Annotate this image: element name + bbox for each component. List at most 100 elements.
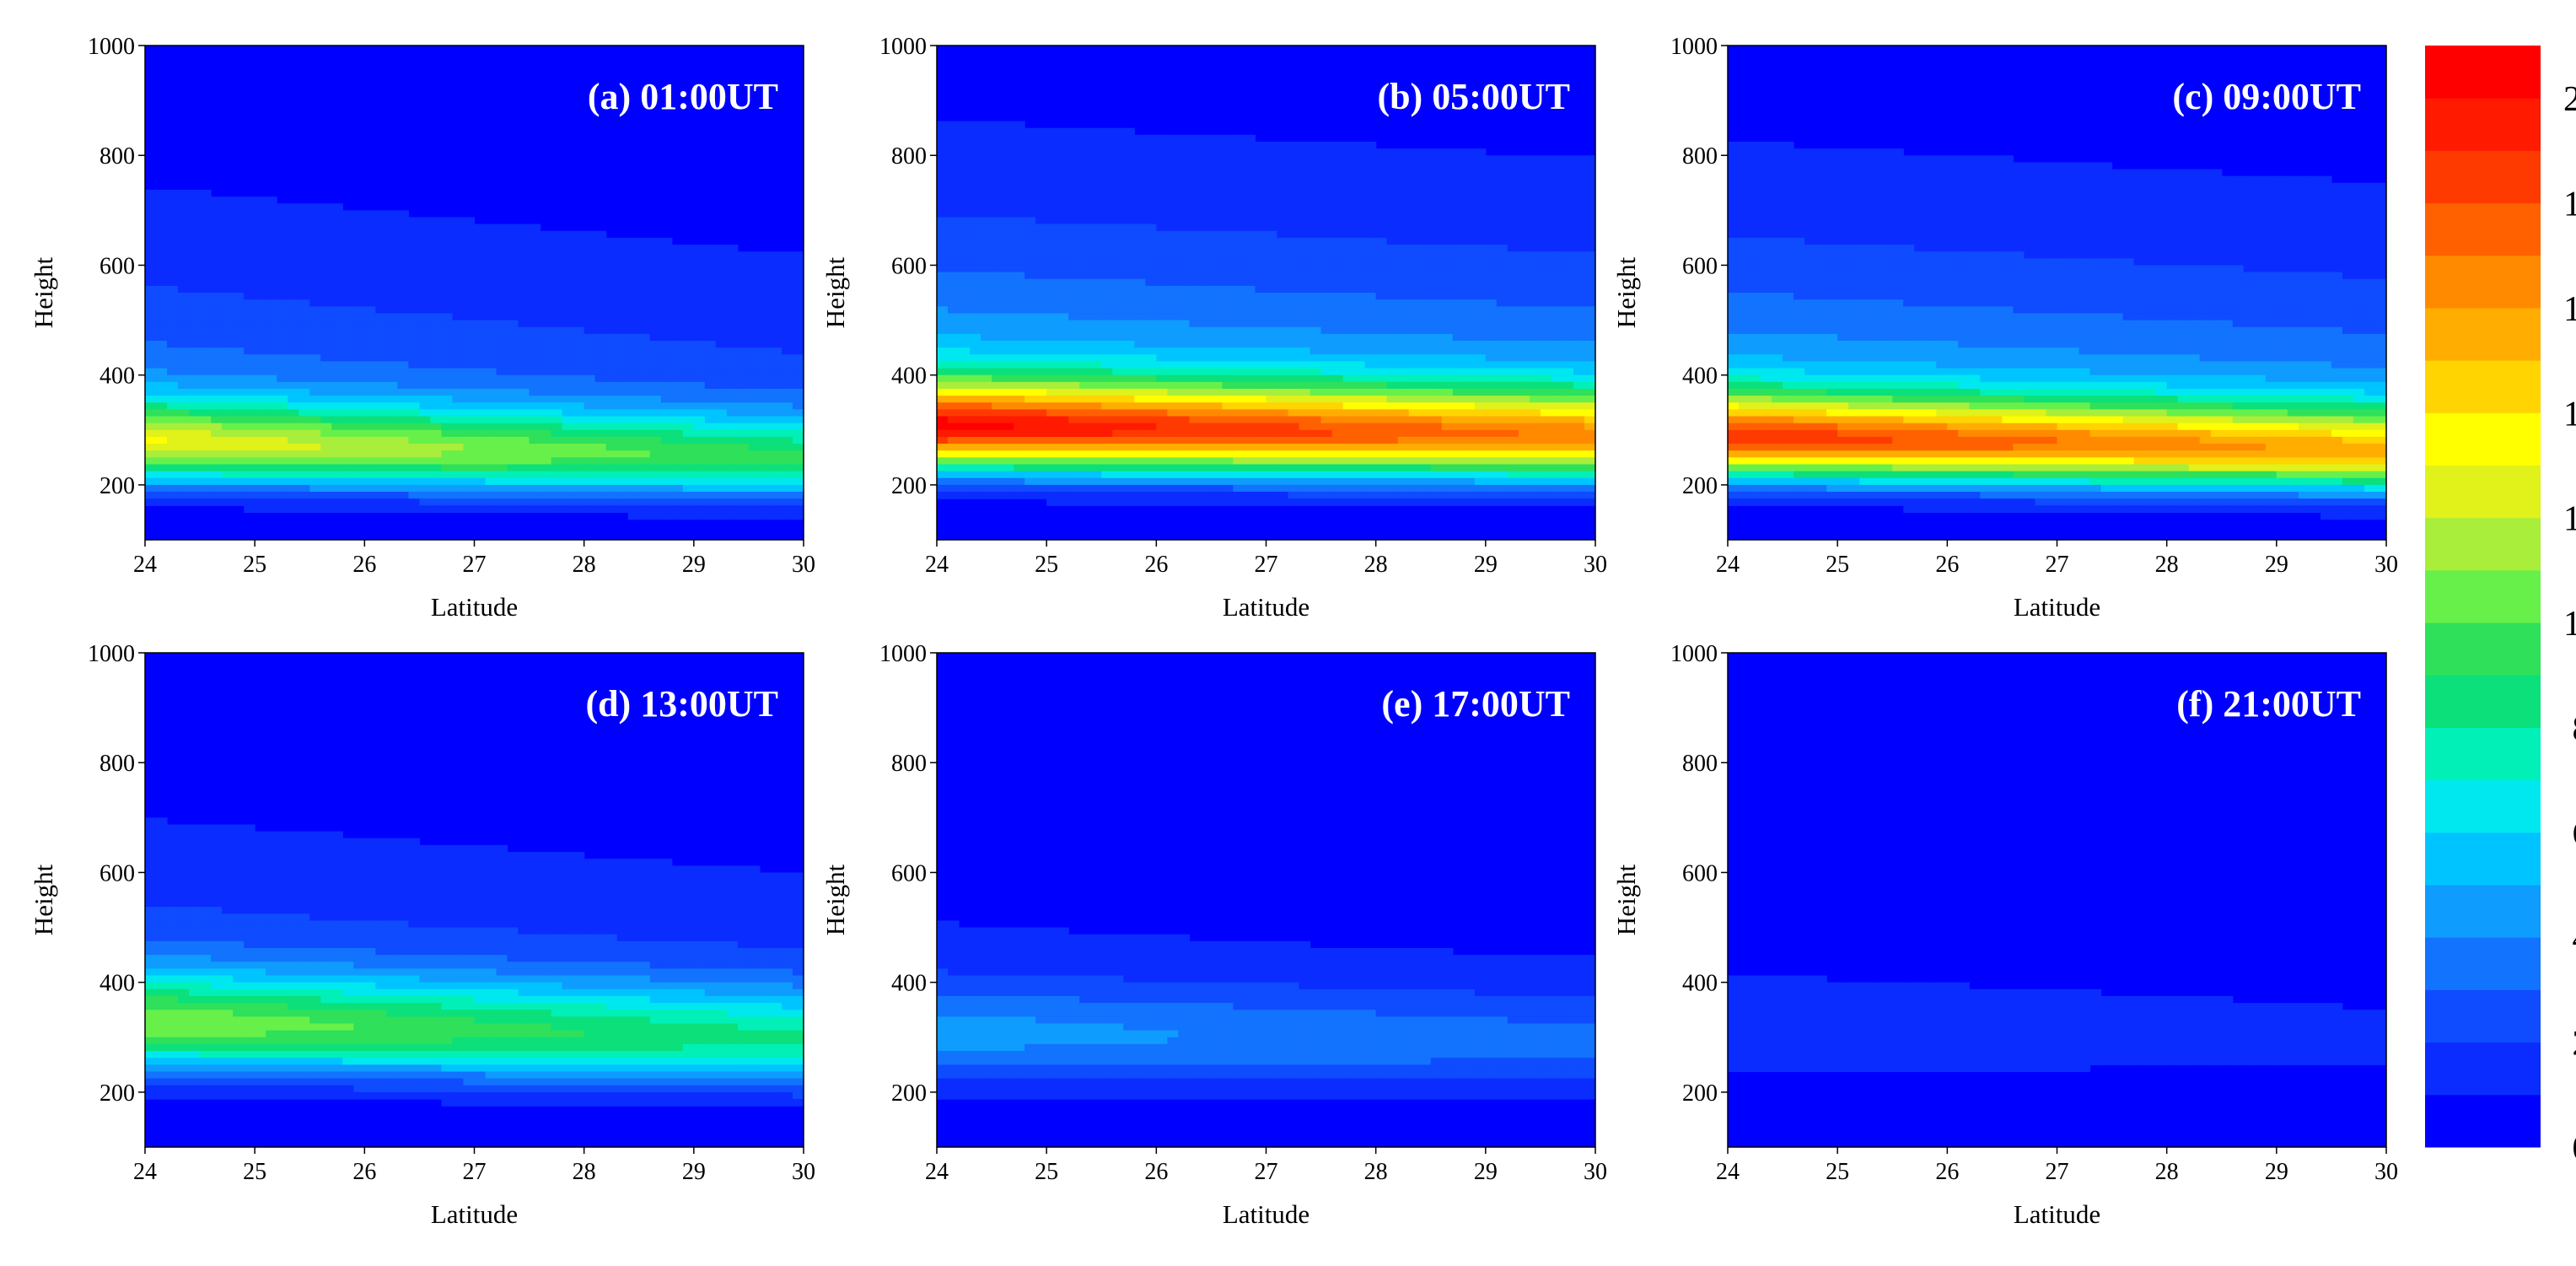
x-tick-label: 24	[133, 552, 157, 578]
colorbar-segment	[2425, 885, 2541, 938]
colorbar-label: 2	[2573, 1025, 2576, 1064]
y-tick-label: 600	[1682, 253, 1718, 279]
colorbar-segment	[2425, 307, 2541, 361]
y-axis-title: Height	[1611, 256, 1641, 328]
y-tick-label: 400	[891, 364, 927, 390]
y-axis-title: Height	[29, 256, 58, 328]
panel-title: (a) 01:00UT	[588, 76, 778, 117]
y-axis-title: Height	[29, 864, 58, 935]
x-tick-label: 24	[925, 1159, 949, 1185]
y-tick-label: 600	[891, 860, 927, 886]
x-axis-title: Latitude	[431, 1199, 518, 1229]
y-tick-label: 1000	[88, 34, 135, 60]
colorbar-label: 12	[2563, 500, 2576, 539]
y-tick-label: 400	[99, 971, 135, 997]
y-tick-label: 200	[99, 1080, 135, 1107]
colorbar-label: 4	[2573, 919, 2576, 958]
x-tick-label: 26	[352, 552, 376, 578]
colorbar-segment	[2425, 202, 2541, 256]
y-tick-label: 1000	[879, 641, 927, 667]
contour-field	[1728, 46, 2386, 540]
x-tick-label: 25	[1826, 552, 1849, 578]
x-tick-label: 26	[1144, 552, 1168, 578]
y-tick-label: 1000	[1670, 641, 1718, 667]
x-tick-label: 25	[243, 552, 266, 578]
x-tick-label: 30	[2374, 1159, 2398, 1185]
y-tick-label: 800	[99, 751, 135, 777]
x-tick-label: 26	[1935, 552, 1959, 578]
x-tick-label: 29	[2265, 1159, 2288, 1185]
x-tick-label: 30	[1584, 552, 1607, 578]
x-tick-label: 25	[243, 1159, 266, 1185]
panel-title: (d) 13:00UT	[585, 683, 778, 725]
colorbar-segment	[2425, 150, 2541, 204]
contour-field	[937, 46, 1595, 540]
x-tick-label: 29	[1474, 1159, 1498, 1185]
x-tick-label: 24	[1716, 1159, 1740, 1185]
panel-title: (e) 17:00UT	[1381, 683, 1570, 725]
colorbar-segment	[2425, 779, 2541, 833]
y-tick-label: 200	[891, 1080, 927, 1107]
colorbar-label: 10	[2563, 605, 2576, 644]
x-tick-label: 27	[2046, 552, 2069, 578]
y-tick-label: 600	[1682, 860, 1718, 886]
panel-title: (c) 09:00UT	[2172, 76, 2361, 117]
colorbar-label: 16	[2563, 290, 2576, 329]
x-axis-title: Latitude	[2014, 592, 2100, 622]
colorbar-label: 18	[2563, 186, 2576, 224]
y-tick-label: 400	[891, 971, 927, 997]
x-tick-label: 26	[352, 1159, 376, 1185]
contour-field	[145, 46, 804, 540]
y-tick-label: 400	[99, 364, 135, 390]
x-tick-label: 27	[1255, 1159, 1278, 1185]
y-tick-label: 800	[1682, 751, 1718, 777]
colorbar-segment	[2425, 46, 2541, 99]
panel-c: 24 25 26 27 28 29 30 200 400 600 800 1000 Latitude He…	[1611, 34, 2398, 622]
colorbar-segment	[2425, 675, 2541, 728]
x-tick-label: 30	[1584, 1159, 1607, 1185]
colorbar-label: 0	[2573, 1129, 2576, 1168]
y-tick-label: 800	[1682, 143, 1718, 170]
colorbar-segment	[2425, 937, 2541, 990]
x-tick-label: 24	[925, 552, 949, 578]
y-tick-label: 600	[99, 860, 135, 886]
colorbar-segment	[2425, 517, 2541, 571]
x-tick-label: 26	[1144, 1159, 1168, 1185]
x-tick-label: 28	[2155, 1159, 2179, 1185]
x-tick-label: 29	[2265, 552, 2288, 578]
panel-a: 24 25 26 27 28 29 30 200 400 600 800 1000 Latitude He…	[29, 34, 815, 622]
y-tick-label: 200	[1682, 1080, 1718, 1107]
colorbar-label: 8	[2573, 709, 2576, 748]
x-tick-label: 25	[1826, 1159, 1849, 1185]
y-tick-label: 400	[1682, 971, 1718, 997]
colorbar-segment	[2425, 360, 2541, 413]
y-axis-title: Height	[1611, 864, 1641, 935]
colorbar-segment	[2425, 569, 2541, 623]
x-tick-label: 27	[463, 1159, 487, 1185]
y-tick-label: 600	[891, 253, 927, 279]
y-tick-label: 400	[1682, 364, 1718, 390]
colorbar: 0 2 4 6 8 10 12 14 16 18 20	[2425, 46, 2576, 1168]
y-tick-label: 200	[891, 473, 927, 499]
colorbar-label: 20	[2563, 80, 2576, 119]
panel-title: (b) 05:00UT	[1377, 76, 1570, 117]
x-tick-label: 25	[1035, 552, 1058, 578]
panel-f: 24 25 26 27 28 29 30 200 400 600 800 1000 Latitude He…	[1611, 641, 2398, 1229]
colorbar-segment	[2425, 1094, 2541, 1148]
contour-field	[937, 653, 1595, 1147]
panel-d: 24 25 26 27 28 29 30 200 400 600 800 1000 Latitude He…	[29, 641, 815, 1229]
panel-title: (f) 21:00UT	[2176, 683, 2361, 725]
colorbar-segment	[2425, 412, 2541, 466]
colorbar-segment	[2425, 98, 2541, 151]
x-tick-label: 28	[573, 552, 596, 578]
colorbar-segment	[2425, 465, 2541, 519]
colorbar-segment	[2425, 727, 2541, 781]
y-tick-label: 800	[99, 143, 135, 170]
x-tick-label: 28	[1364, 552, 1388, 578]
y-tick-label: 1000	[88, 641, 135, 667]
x-tick-label: 30	[792, 1159, 815, 1185]
y-axis-title: Height	[820, 256, 850, 328]
x-axis-title: Latitude	[2014, 1199, 2100, 1229]
colorbar-segment	[2425, 832, 2541, 886]
